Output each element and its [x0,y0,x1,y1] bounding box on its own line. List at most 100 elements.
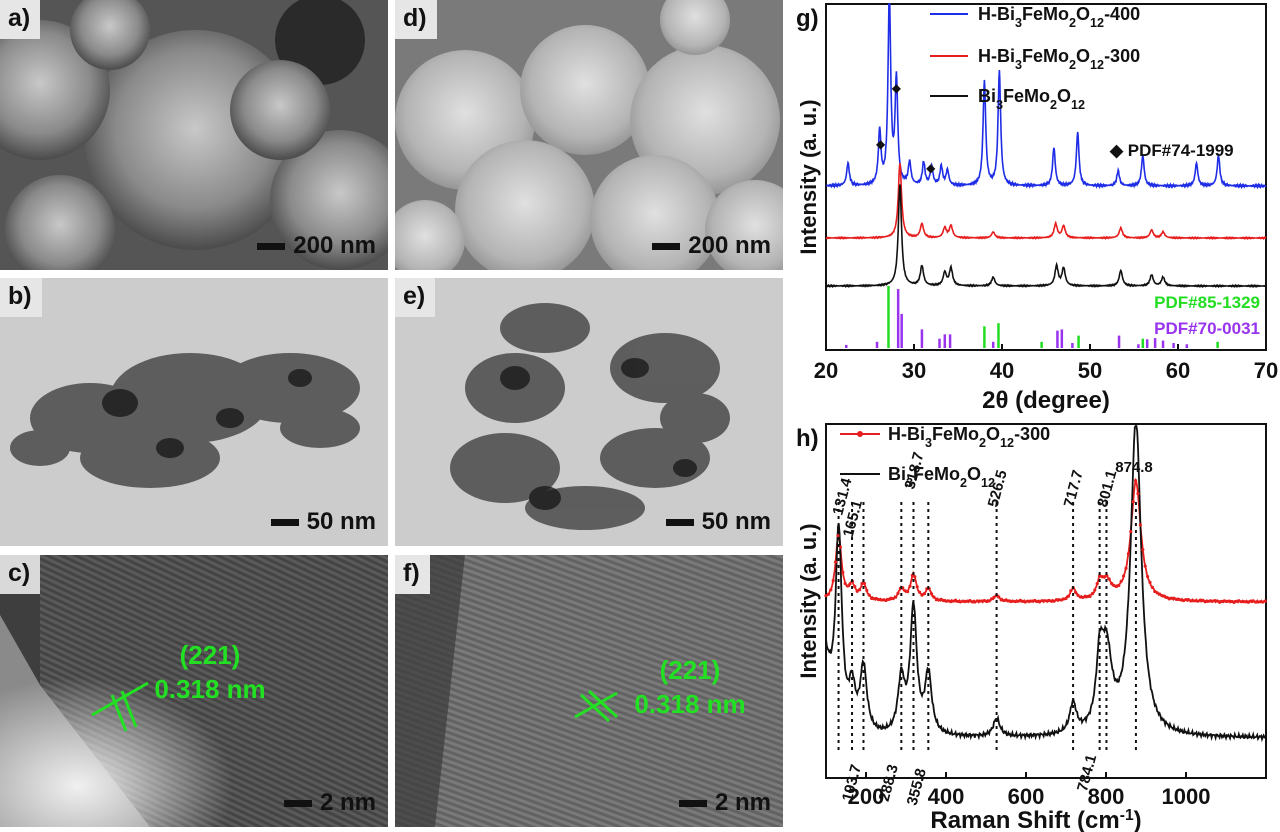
series-marker [1242,599,1246,604]
series-marker [951,599,955,603]
series-line [825,184,1267,289]
x-axis-label: Raman Shift (cm-1) [930,807,1141,832]
series-marker [939,597,943,601]
scale-bar-label: 200 nm [293,232,376,259]
series-marker [884,598,888,603]
series-marker [1234,599,1238,603]
series-marker [1011,599,1015,603]
series-marker [956,599,960,604]
series-marker [874,596,878,601]
scale-bar-line [257,242,286,250]
series-marker [1194,599,1198,603]
panel-b-tem-image: b) 50 nm [0,278,388,546]
series-marker [1215,599,1219,603]
series-marker [1119,579,1123,583]
series-marker [946,599,950,603]
series-marker [834,560,838,564]
scale-bar-label: 50 nm [306,508,376,535]
series-marker [937,598,941,602]
series-marker [1263,599,1267,603]
series-marker [1009,599,1013,604]
series-marker [1227,599,1231,603]
series-marker [1191,599,1195,603]
series-marker [987,599,991,603]
series-marker [1196,599,1200,603]
series-marker [1150,585,1154,590]
series-marker [1028,599,1032,603]
series-marker [1146,574,1150,579]
series-marker [843,581,847,586]
series-marker [932,595,936,599]
series-line [825,425,1267,743]
lattice-plane: (221) [659,655,721,685]
series-marker [1201,598,1205,603]
series-marker [903,589,907,593]
series-marker [1220,599,1224,604]
series-marker [1100,575,1104,579]
series-marker [1134,478,1138,483]
series-marker [1062,597,1066,601]
series-marker [968,598,972,603]
lattice-plane: (221) [179,640,241,670]
series-marker [1160,594,1164,598]
series-marker [1057,598,1061,602]
x-tick-label: 600 [1008,784,1045,809]
series-marker [1047,598,1051,603]
panel-label: d) [395,0,437,39]
series-marker [1246,600,1250,604]
series-line [825,163,1267,241]
series-marker [1222,599,1226,603]
series-marker [1122,574,1126,578]
series-marker [886,597,890,601]
series-marker [1112,583,1116,588]
x-tick-label: 800 [1088,784,1125,809]
series-marker [1256,600,1260,604]
plot-frame [825,3,1267,351]
series-marker [1218,600,1222,604]
scale-bar: 50 nm [665,508,771,536]
series-marker [1045,599,1049,603]
series-marker [867,593,871,597]
hrtem-texture-f [395,555,783,827]
x-axis-label: 2θ (degree) [982,387,1110,414]
xrd-chart: ◆ ◆ ◆ ◆ PDF#74-1999 PDF#85-1329 PDF#70-0031 H-… [796,3,1278,414]
reference-pattern-label: PDF#85-1329 [1154,293,1260,312]
series-marker [975,599,979,603]
series-line [825,3,1267,190]
series-marker [1038,600,1042,604]
diamond-marker: ◆ [926,161,936,175]
series-marker [1088,594,1092,598]
series-marker [1186,598,1190,602]
series-marker [824,593,828,598]
series-marker [1086,594,1090,599]
x-tick-label: 70 [1254,358,1278,383]
series-marker [1162,594,1166,598]
lattice-spacing: 0.318 nm [154,674,266,704]
series-marker [963,599,967,604]
series-marker [1184,597,1188,602]
series-marker [1074,590,1078,594]
series-marker [1040,599,1044,603]
panel-label: h) [796,425,819,452]
series-marker [1030,599,1034,603]
series-marker [1126,552,1130,556]
series-marker [855,589,859,593]
x-tick-label: 40 [990,358,1014,383]
series-marker [1066,594,1070,598]
series-marker [982,599,986,603]
series-marker [1124,566,1128,570]
series-marker [1052,599,1056,603]
series-marker [934,598,938,602]
reference-annotation-label: ◆ PDF#74-1999 [1109,141,1234,160]
series-marker [930,592,934,596]
series-marker [1237,599,1241,603]
series-marker [1208,599,1212,603]
series-marker [1261,600,1265,604]
scale-bar: 2 nm [283,789,376,817]
series-marker [1129,529,1133,534]
peak-label: 355.8 [904,767,930,808]
series-marker [1023,600,1027,604]
scale-bar: 200 nm [257,232,376,260]
series-marker [1244,600,1248,604]
series-marker [1002,598,1006,603]
